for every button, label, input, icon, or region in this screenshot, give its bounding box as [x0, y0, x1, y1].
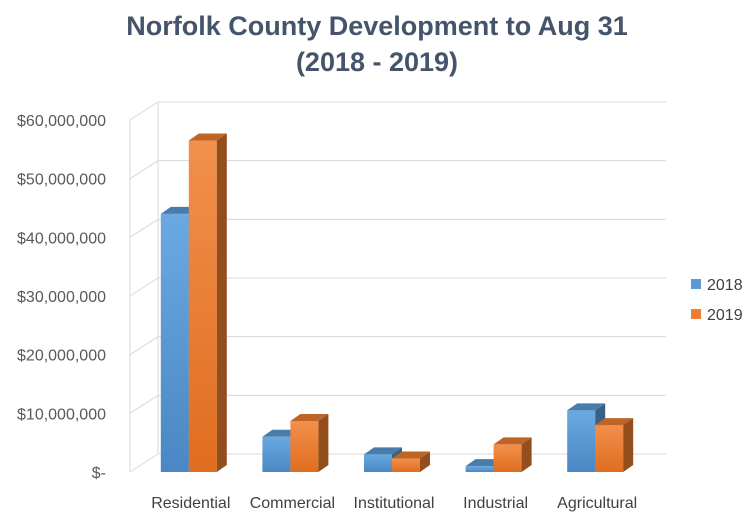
chart-title-line-2: (2018 - 2019) [295, 47, 459, 77]
bar-top [567, 403, 606, 411]
legend-label: 2018 [707, 277, 743, 294]
y-tick-label: $20,000,000 [17, 348, 106, 365]
bar-side [521, 437, 532, 472]
gridline-side [129, 394, 159, 414]
bar-2019-institutional [392, 451, 430, 472]
y-tick-label: $50,000,000 [17, 172, 106, 189]
legend-swatch [691, 279, 701, 289]
bar-2019-commercial [290, 413, 329, 472]
bar-2019-industrial [493, 437, 532, 472]
y-tick-label: $10,000,000 [17, 406, 106, 423]
bar-top [290, 413, 329, 421]
y-axis: $- $10,000,000 $20,000,000 $30,000,000 $40,0… [17, 113, 106, 482]
y-tick-label: $- [92, 465, 106, 482]
x-category-label: Residential [151, 495, 230, 512]
bar-front [493, 444, 522, 472]
gridlines [129, 101, 666, 473]
gridline-side [129, 160, 159, 180]
bar-front [160, 213, 189, 472]
bar-top [595, 418, 634, 426]
bar-side [623, 418, 634, 472]
bar-front [364, 454, 392, 472]
bar-top [392, 451, 430, 459]
bar-front [392, 458, 420, 472]
x-category-label: Industrial [463, 495, 528, 512]
bar-side [216, 133, 227, 473]
legend: 2018 2019 [691, 277, 743, 324]
bar-front [188, 140, 217, 473]
gridline-side [129, 101, 159, 121]
bar-side [318, 413, 329, 472]
bar-top [364, 447, 402, 455]
chart-title-line-1: Norfolk County Development to Aug 31 [126, 11, 628, 41]
bar-front [465, 466, 494, 472]
gridline-side [129, 336, 159, 356]
x-category-label: Agricultural [557, 495, 637, 512]
bar-top [188, 133, 227, 141]
bar-front [595, 425, 624, 472]
bar-2019-agricultural [595, 418, 634, 472]
bars [160, 133, 634, 473]
legend-label: 2019 [707, 307, 743, 324]
bar-side [420, 451, 430, 472]
gridline-side [129, 277, 159, 297]
x-axis: Residential Commercial Institutional Indust… [151, 495, 637, 512]
bar-front [567, 410, 596, 472]
gridline-side [129, 453, 159, 473]
y-tick-label: $30,000,000 [17, 289, 106, 306]
y-tick-label: $40,000,000 [17, 230, 106, 247]
chart-title: Norfolk County Development to Aug 31 (20… [0, 8, 754, 80]
bar-front [290, 420, 319, 472]
x-category-label: Institutional [354, 495, 435, 512]
legend-swatch [691, 309, 701, 319]
bar-top [493, 437, 532, 445]
bar-front [262, 436, 291, 472]
y-tick-label: $60,000,000 [17, 113, 106, 130]
bar-2019-residential [188, 133, 227, 473]
x-category-label: Commercial [250, 495, 335, 512]
gridline-side [129, 218, 159, 238]
